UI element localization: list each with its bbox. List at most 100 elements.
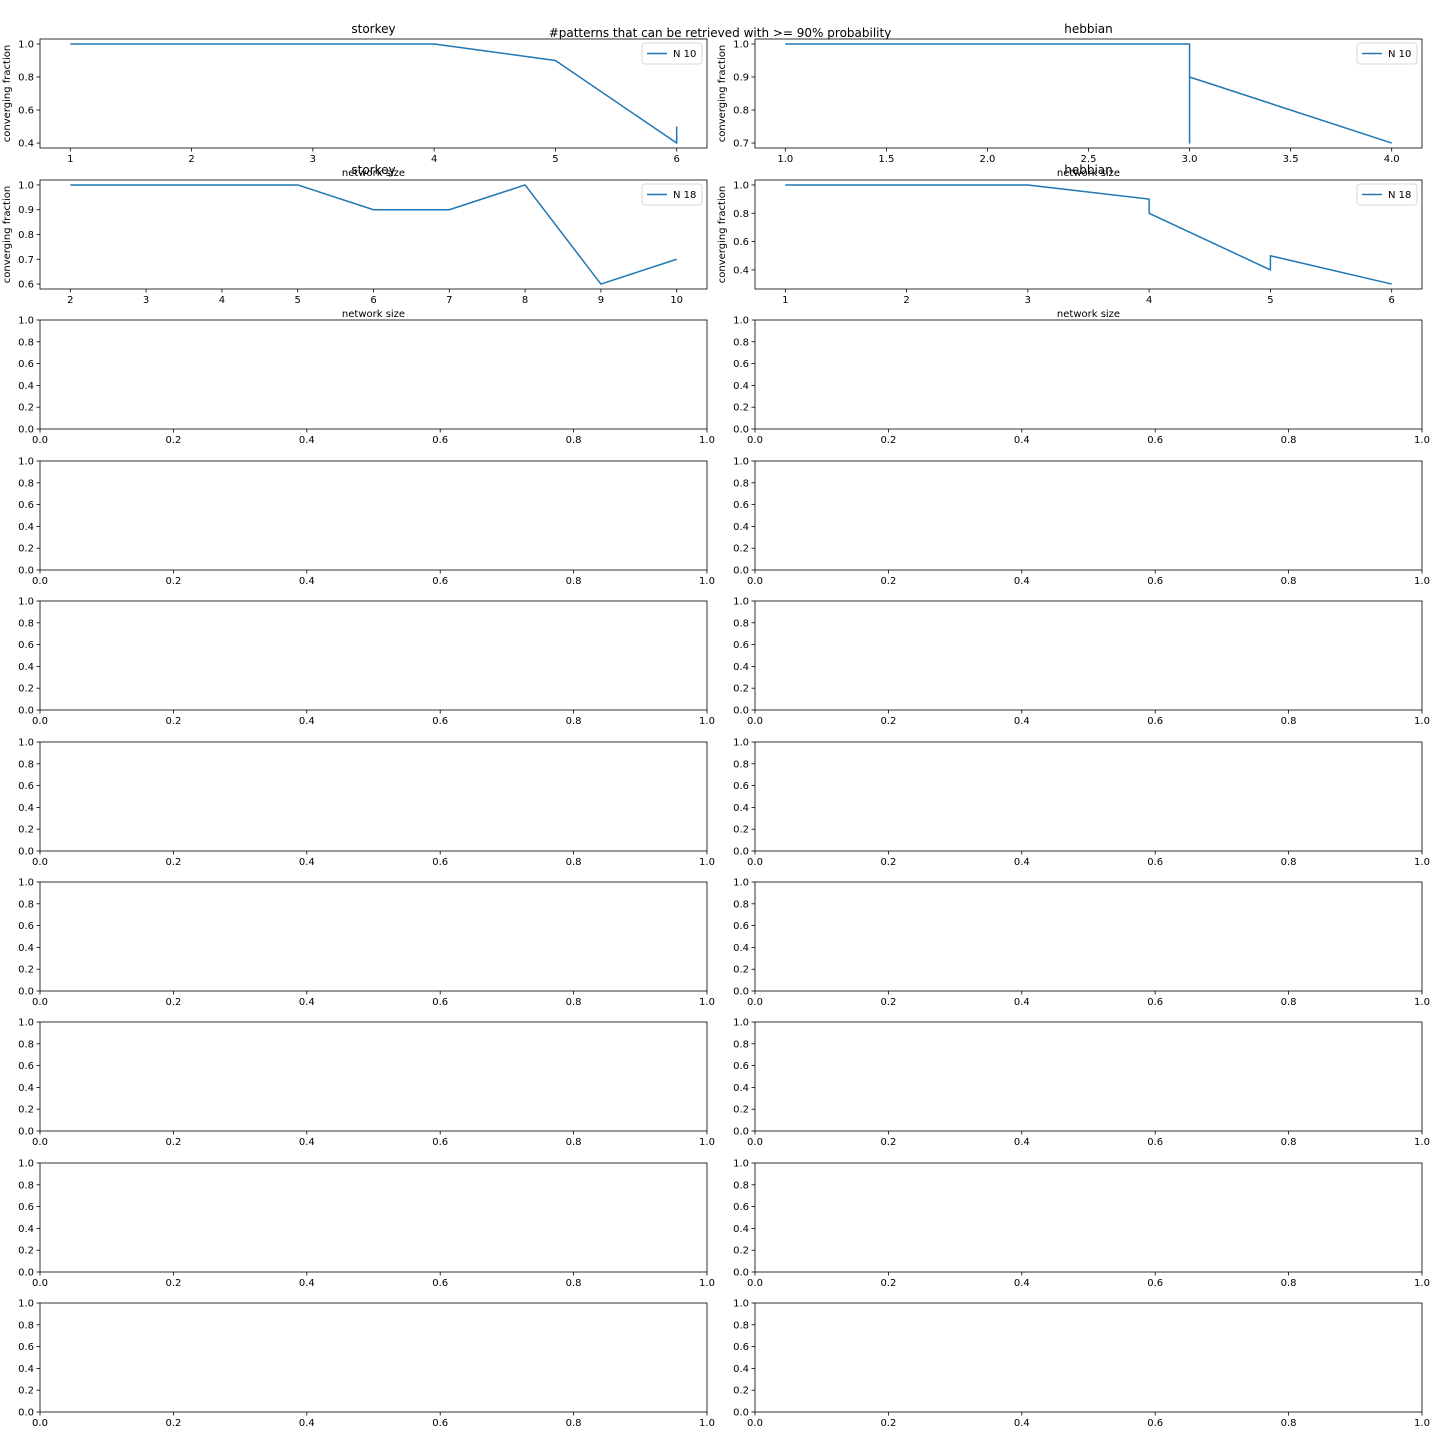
axes-frame — [39, 1021, 708, 1132]
x-tick-label: 2 — [903, 295, 909, 306]
y-tick-label: 0.4 — [733, 662, 749, 673]
x-axis-label: network size — [342, 168, 405, 179]
data-point — [554, 59, 556, 61]
data-point — [297, 184, 299, 186]
x-tick-label: 0.6 — [1147, 1418, 1163, 1429]
y-tick-label: 1.0 — [18, 1159, 34, 1170]
x-tick-label: 0.6 — [432, 857, 448, 868]
y-tick-label: 1.0 — [733, 39, 749, 50]
x-tick-label: 2.5 — [1081, 154, 1097, 165]
y-tick-label: 0.8 — [18, 618, 34, 629]
x-tick-label: 0.4 — [1014, 1418, 1030, 1429]
subplot-14: 0.0 0.2 0.4 0.6 0.8 1.0 0.0 0.2 0.4 0.6 0.8 1.0 — [733, 878, 1430, 1009]
y-tick-label: 0.4 — [18, 943, 34, 954]
axes-frame — [754, 38, 1423, 149]
x-tick-label: 4 — [431, 154, 437, 165]
y-tick-label: 0.4 — [733, 1364, 749, 1375]
y-axis-label: converging fraction — [2, 186, 13, 283]
y-tick-label: 0.4 — [18, 522, 34, 533]
x-tick-label: 1.5 — [878, 154, 894, 165]
y-tick-label: 1.0 — [18, 180, 34, 191]
x-tick-label: 3.5 — [1283, 154, 1299, 165]
y-tick-label: 0.6 — [18, 640, 34, 651]
x-tick-label: 0.2 — [165, 857, 181, 868]
x-tick-label: 5 — [295, 295, 301, 306]
x-tick-label: 0.8 — [1281, 1137, 1297, 1148]
axes-frame — [39, 38, 708, 149]
data-point — [675, 125, 677, 127]
y-tick-label: 0.8 — [733, 337, 749, 348]
x-tick-label: 1.0 — [1414, 716, 1430, 727]
subplot-20: 0.0 0.2 0.4 0.6 0.8 1.0 0.0 0.2 0.4 0.6 0.8 1.0 — [733, 1299, 1430, 1430]
y-tick-label: 0.0 — [18, 1268, 34, 1279]
axes-frame — [39, 319, 708, 430]
x-tick-label: 0.6 — [432, 997, 448, 1008]
x-tick-label: 1.0 — [699, 435, 715, 446]
x-tick-label: 1.0 — [1414, 1137, 1430, 1148]
y-tick-label: 0.6 — [733, 921, 749, 932]
x-tick-label: 0.6 — [432, 716, 448, 727]
y-tick-label: 0.8 — [18, 1180, 34, 1191]
x-tick-label: 1.0 — [699, 1278, 715, 1289]
x-tick-label: 0.8 — [566, 997, 582, 1008]
axes-frame — [39, 460, 708, 571]
x-tick-label: 0.0 — [32, 1278, 48, 1289]
x-tick-label: 0.2 — [880, 997, 896, 1008]
y-tick-label: 0.6 — [18, 1202, 34, 1213]
x-tick-label: 0.6 — [432, 1137, 448, 1148]
series-line — [70, 43, 678, 144]
subplot-2: 1.0 1.5 2.0 2.5 3.0 3.5 4.0 0.7 0.8 0.9 1.0 hebbian… — [717, 22, 1423, 179]
axes-frame — [754, 600, 1423, 711]
x-tick-label: 0.2 — [880, 1278, 896, 1289]
y-tick-label: 0.2 — [733, 684, 749, 695]
y-tick-label: 0.8 — [18, 759, 34, 770]
x-tick-label: 0.8 — [566, 576, 582, 587]
x-tick-label: 1.0 — [699, 1418, 715, 1429]
x-tick-label: 0.2 — [165, 1418, 181, 1429]
x-tick-label: 0.4 — [1014, 997, 1030, 1008]
y-tick-label: 1.0 — [733, 316, 749, 327]
series-line — [785, 43, 1392, 144]
y-tick-label: 1.0 — [18, 1018, 34, 1029]
y-tick-label: 1.0 — [733, 457, 749, 468]
axes-frame — [39, 1302, 708, 1413]
legend-box — [1356, 183, 1418, 206]
x-tick-label: 8 — [522, 295, 528, 306]
x-tick-label: 0.4 — [1014, 1137, 1030, 1148]
x-axis-label: network size — [1057, 309, 1120, 320]
x-tick-label: 0.2 — [165, 576, 181, 587]
legend-label: N 10 — [1388, 49, 1411, 60]
x-tick-label: 0.8 — [1281, 857, 1297, 868]
x-tick-label: 0.2 — [165, 716, 181, 727]
x-tick-label: 0.8 — [566, 716, 582, 727]
data-point — [1148, 198, 1150, 200]
y-tick-label: 0.2 — [733, 1246, 749, 1257]
y-tick-label: 0.0 — [733, 1127, 749, 1138]
x-tick-label: 0.0 — [747, 435, 763, 446]
x-tick-label: 4 — [219, 295, 225, 306]
y-tick-label: 1.0 — [18, 878, 34, 889]
x-tick-label: 1.0 — [1414, 576, 1430, 587]
x-tick-label: 0.6 — [1147, 716, 1163, 727]
x-tick-label: 0.0 — [32, 997, 48, 1008]
x-tick-label: 0.0 — [32, 1418, 48, 1429]
y-tick-label: 0.8 — [733, 209, 749, 220]
y-tick-label: 0.4 — [733, 803, 749, 814]
y-tick-label: 0.8 — [733, 618, 749, 629]
y-axis-label: converging fraction — [2, 45, 13, 142]
data-point — [1390, 283, 1392, 285]
data-point — [1027, 184, 1029, 186]
x-tick-label: 0.8 — [1281, 435, 1297, 446]
x-tick-label: 0.8 — [566, 857, 582, 868]
data-point — [675, 142, 677, 144]
x-tick-label: 0.4 — [299, 857, 315, 868]
data-point — [433, 43, 435, 45]
data-point — [784, 43, 786, 45]
data-point — [600, 283, 602, 285]
y-axis-label: converging fraction — [717, 186, 728, 283]
x-tick-label: 0.0 — [32, 1137, 48, 1148]
data-point — [69, 43, 71, 45]
y-tick-label: 0.8 — [18, 337, 34, 348]
